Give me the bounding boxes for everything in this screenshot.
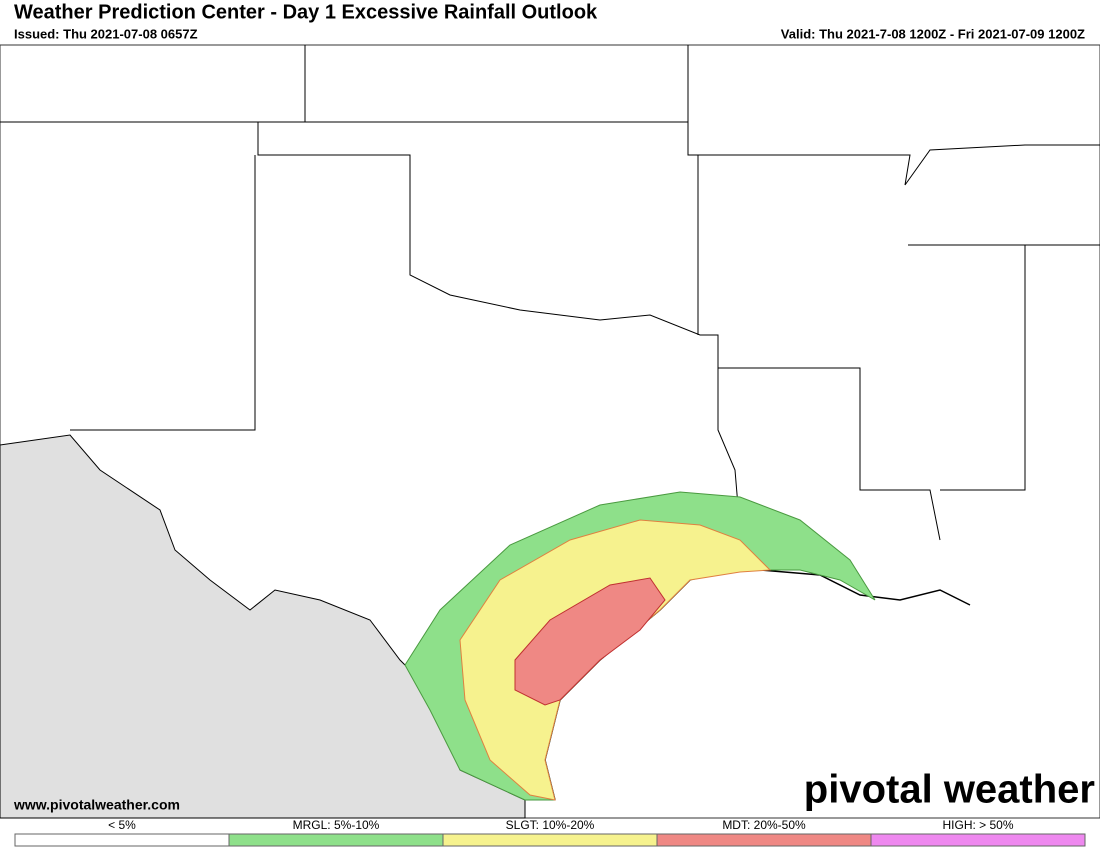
legend-swatch — [14, 833, 230, 847]
website: www.pivotalweather.com — [13, 797, 180, 813]
legend-label: MRGL: 5%-10% — [293, 818, 380, 832]
legend-label: MDT: 20%-50% — [722, 818, 806, 832]
risk-area-mdt — [514, 577, 666, 706]
issued: Issued: Thu 2021-07-08 0657Z — [14, 26, 198, 41]
legend-label: < 5% — [108, 818, 136, 832]
valid: Valid: Thu 2021-7-08 1200Z - Fri 2021-07… — [781, 26, 1085, 41]
legend: < 5% MRGL: 5%-10% SLGT: 10%-20% MDT: 20%-50… — [14, 818, 1086, 847]
mexico — [0, 434, 526, 819]
legend-swatch — [656, 833, 872, 847]
legend-label: SLGT: 10%-20% — [506, 818, 595, 832]
map — [0, 44, 1100, 819]
legend-swatch — [442, 833, 658, 847]
title: Weather Prediction Center - Day 1 Excess… — [14, 1, 598, 23]
logo: pivotal weather — [804, 768, 1095, 812]
risk-area-slgt — [459, 519, 772, 801]
legend-label: HIGH: > 50% — [942, 818, 1013, 832]
legend-swatch — [228, 833, 444, 847]
legend-swatch — [870, 833, 1086, 847]
